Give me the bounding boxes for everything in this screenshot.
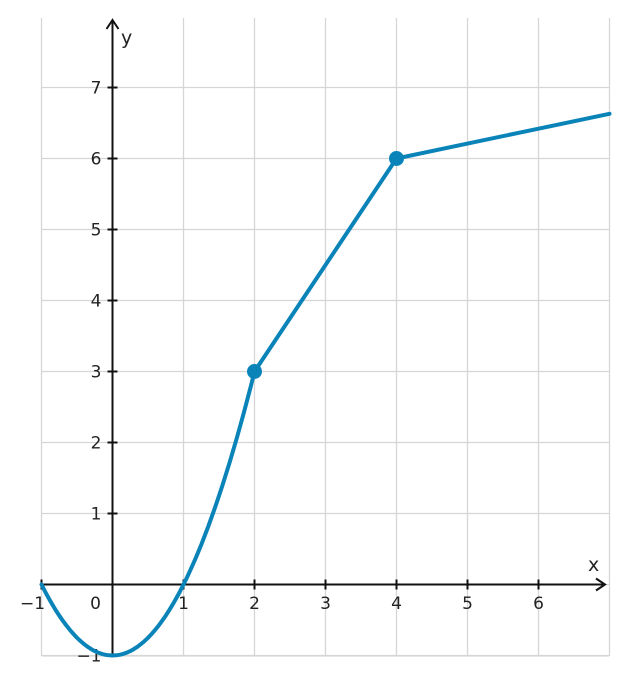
y-tick-label: 5 — [91, 221, 102, 241]
y-tick-label: 2 — [91, 434, 102, 454]
grid — [40, 18, 611, 657]
x-tick-label: 6 — [533, 594, 544, 614]
y-tick-label: 3 — [91, 363, 102, 383]
y-axis-arrow — [105, 18, 120, 30]
x-tick-label: 5 — [462, 594, 473, 614]
marked-point — [389, 151, 404, 166]
x-tick-label: 1 — [178, 594, 189, 614]
marked-points — [247, 151, 404, 379]
y-tick-label: 6 — [91, 150, 102, 170]
x-tick-label: 4 — [391, 594, 402, 614]
x-tick-label: 2 — [249, 594, 260, 614]
x-tick-label: −1 — [20, 594, 45, 614]
curve-line — [39, 111, 612, 658]
curve — [39, 111, 612, 658]
y-tick-label: 4 — [91, 292, 102, 312]
x-tick-label: 0 — [90, 594, 101, 614]
marked-point — [247, 364, 262, 379]
x-axis-arrow — [595, 577, 607, 592]
y-axis-label: y — [121, 27, 132, 49]
y-tick-label: 7 — [91, 79, 102, 99]
axes — [40, 18, 607, 657]
y-tick-label: 1 — [91, 505, 102, 525]
x-tick-label: 3 — [320, 594, 331, 614]
x-axis-label: x — [588, 554, 599, 576]
